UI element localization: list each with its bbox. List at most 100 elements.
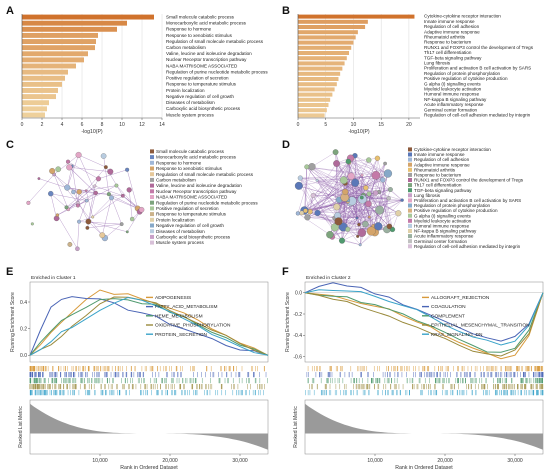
- x-axis-label: -log10(P): [81, 129, 103, 135]
- series-line: [29, 296, 269, 356]
- network-edge: [336, 163, 346, 192]
- network-edge: [108, 193, 138, 209]
- network-node: [366, 157, 372, 163]
- network-node: [345, 226, 351, 232]
- bar-chart-b: Cytokine-cytokine receptor interactionIn…: [297, 14, 534, 135]
- bar: [298, 35, 356, 40]
- network-node: [65, 159, 71, 164]
- network-edge: [79, 221, 122, 225]
- legend-swatch: [408, 223, 412, 228]
- legend-label: TGF-beta signaling pathway: [414, 188, 472, 193]
- panel-label-b: B: [282, 5, 290, 17]
- legend-label: Innate immune response: [414, 152, 465, 157]
- network-node: [93, 184, 97, 188]
- x-tick-label: 5: [324, 122, 327, 128]
- network-edge: [348, 161, 358, 219]
- bar: [22, 106, 47, 112]
- bar-label: Response to hormone: [166, 27, 212, 32]
- legend-swatch: [408, 239, 412, 244]
- network-node: [64, 184, 71, 191]
- network-node: [96, 176, 102, 182]
- network-node: [26, 200, 31, 205]
- network-edge: [103, 155, 110, 195]
- legend-swatch: [150, 160, 154, 165]
- legend-swatch: [408, 162, 412, 167]
- y-tick-label: -0.2: [293, 312, 302, 318]
- network-node: [126, 187, 132, 193]
- legend-label: ALLOGRAFT_REJECTION: [431, 295, 490, 301]
- network-node: [130, 216, 135, 222]
- network-node: [387, 187, 393, 192]
- legend-label: Negative regulation of cell growth: [156, 223, 224, 228]
- network-edge: [92, 197, 112, 218]
- bar-label: Adaptive immune response: [424, 29, 480, 34]
- bar: [298, 30, 358, 35]
- network-node: [400, 198, 404, 202]
- network-node: [359, 195, 364, 200]
- legend-label: Humoral immune response: [414, 224, 470, 229]
- legend-swatch: [150, 234, 154, 239]
- network-node: [100, 153, 107, 159]
- network-edge: [126, 169, 138, 209]
- x-tick-label: 30,000: [507, 458, 523, 464]
- network-edge: [350, 203, 358, 237]
- bar-label: Rheumatoid arthritis: [424, 35, 466, 40]
- series-line: [304, 292, 544, 353]
- series-line: [29, 289, 269, 356]
- network-node: [77, 219, 81, 224]
- network-edge: [306, 166, 337, 208]
- bar: [298, 103, 329, 107]
- legend-swatch: [408, 234, 412, 239]
- network-edge: [305, 166, 307, 211]
- network-edge: [341, 192, 376, 241]
- bar-label: Muscle system process: [166, 112, 214, 117]
- network-node: [314, 209, 321, 217]
- network-edge: [78, 154, 96, 194]
- network-edge: [343, 213, 399, 228]
- network-node: [372, 190, 379, 196]
- bar: [298, 108, 327, 113]
- network-edge: [377, 158, 383, 180]
- network-node: [119, 222, 124, 227]
- network-edge: [368, 193, 374, 227]
- y-axis-label: Running Enrichment Score: [285, 292, 291, 352]
- network-node: [326, 231, 334, 239]
- bar-label: Lung fibrosis: [424, 61, 451, 66]
- network-node: [360, 173, 364, 177]
- network-node: [107, 168, 114, 175]
- legend-swatch: [150, 172, 154, 177]
- x-axis-label: Rank in Ordered Dataset: [395, 465, 453, 471]
- network-edge: [300, 177, 344, 181]
- network-edge: [348, 161, 377, 176]
- bar: [298, 71, 341, 76]
- legend-label: FATTY_ACID_METABOLISM: [155, 304, 217, 310]
- bar-label: Nuclear Receptor transcription pathway: [166, 57, 247, 62]
- bar-label: Monocarboxylic acid metabolic process: [166, 21, 247, 26]
- network-edge: [98, 169, 128, 180]
- legend-swatch: [150, 212, 154, 217]
- bar: [22, 112, 45, 118]
- network-node: [66, 164, 73, 171]
- bar: [22, 75, 65, 81]
- bar: [22, 20, 127, 26]
- bar: [298, 66, 343, 71]
- network-node: [125, 230, 129, 234]
- legend-label: EPITHELIAL_MESENCHYMAL_TRANSITION: [431, 323, 530, 329]
- bar-label: Germinal center formation: [424, 107, 478, 112]
- bar: [22, 63, 76, 69]
- bar: [298, 92, 333, 97]
- bar-label: Small molecule catabolic process: [166, 14, 235, 19]
- network-edge: [365, 187, 391, 190]
- network-edge: [348, 161, 388, 174]
- legend-label: Valine, leucine and isoleucine degradati…: [156, 183, 242, 188]
- legend-swatch: [408, 183, 412, 188]
- network-node: [125, 167, 130, 172]
- bar-label: Regulation of protein phosphorylation: [424, 71, 501, 76]
- y-axis-label: Running Enrichment Score: [10, 292, 16, 352]
- network-edge: [306, 166, 349, 201]
- panel-label-a: A: [6, 5, 14, 17]
- network-edge: [375, 175, 390, 227]
- legend-label: Adaptive immune response: [414, 162, 470, 167]
- x-tick-label: 2: [41, 122, 44, 128]
- legend-label: Response to hormone: [156, 160, 202, 165]
